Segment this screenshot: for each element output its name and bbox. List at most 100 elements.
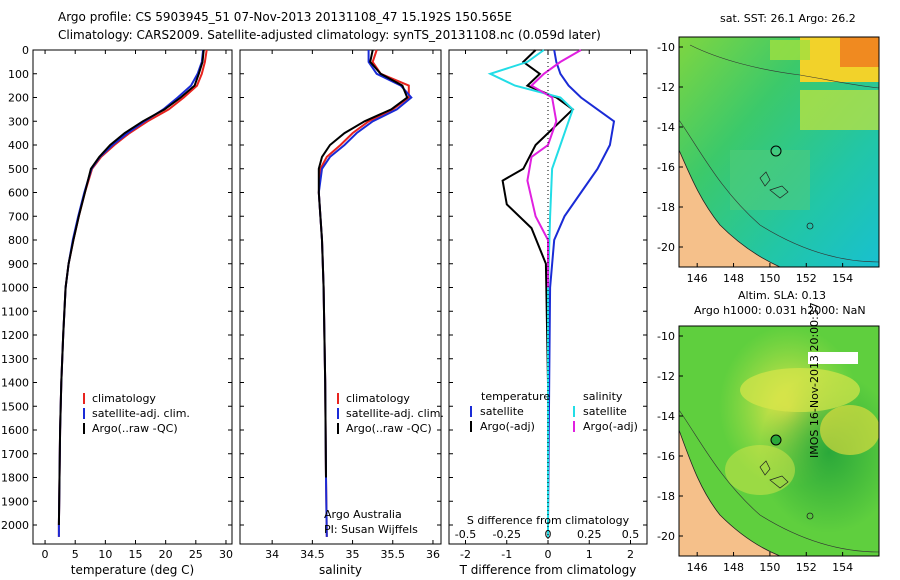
legend-entry: Argo(..raw -QC)	[346, 422, 432, 435]
legend-entry: satellite	[480, 405, 524, 418]
salinity-plot: 34 34.5 35 35.5 36 salinity climatology satelli…	[240, 49, 444, 577]
map-y-tick-label: -10	[657, 41, 675, 54]
y-tick-label: 1000	[1, 282, 29, 295]
series-line-t-satellite	[547, 49, 616, 526]
x-tick-label: 10	[98, 548, 112, 561]
series-line-s-argo-adj-	[526, 49, 582, 288]
sla-map-title-line1: Altim. SLA: 0.13	[738, 289, 827, 302]
map-x-tick-label: 154	[832, 561, 853, 574]
sst-map-title: sat. SST: 26.1 Argo: 26.2	[720, 12, 856, 25]
y-tick-label: 1100	[1, 305, 29, 318]
map-y-tick-label: -12	[657, 81, 675, 94]
legend-entry: satellite	[583, 405, 627, 418]
imos-timestamp: IMOS 16-Nov-2013 20:00:37	[808, 302, 821, 458]
x-tick-label: 25	[189, 548, 203, 561]
x-tick-label: 2	[627, 548, 634, 561]
y-tick-label: 700	[8, 210, 29, 223]
map-y-tick-label: -10	[657, 330, 675, 343]
map-y-tick-label: -20	[657, 530, 675, 543]
y-tick-label: 900	[8, 258, 29, 271]
x-tick-label: 15	[129, 548, 143, 561]
y-tick-label: 1400	[1, 377, 29, 390]
figure-title-line1: Argo profile: CS 5903945_51 07-Nov-2013 …	[58, 10, 512, 24]
x-tick-label-s: 0.25	[577, 528, 602, 541]
x-tick-label: 34	[265, 548, 279, 561]
legend-entry: satellite-adj. clim.	[346, 407, 444, 420]
x-axis-label-top: S difference from climatology	[467, 514, 630, 527]
y-tick-label: 0	[22, 44, 29, 57]
map-y-tick-label: -18	[657, 201, 675, 214]
y-tick-label: 100	[8, 68, 29, 81]
x-tick-label: -2	[460, 548, 471, 561]
legend-entry: satellite-adj. clim.	[92, 407, 190, 420]
annotation-text: Argo Australia	[324, 508, 402, 521]
map-axes: 146 148 150 152 154 -10 -12 -14 -16 -18 -20 146 148 1…	[657, 41, 853, 574]
legend-entry: climatology	[346, 392, 410, 405]
legend-entry: Argo(-adj)	[583, 420, 638, 433]
y-tick-label: 500	[8, 163, 29, 176]
x-tick-label: 35.5	[381, 548, 406, 561]
series-line-s-satellite	[487, 49, 574, 537]
map-x-tick-label: 154	[832, 272, 853, 285]
map-y-tick-label: -14	[657, 121, 675, 134]
map-x-tick-label: 152	[796, 272, 817, 285]
y-tick-label: 1200	[1, 329, 29, 342]
sst-profile-marker	[770, 145, 782, 157]
y-tick-label: 800	[8, 234, 29, 247]
x-tick-label-s: 0.5	[622, 528, 640, 541]
x-tick-label: 34.5	[300, 548, 325, 561]
map-x-tick-label: 146	[687, 272, 708, 285]
x-tick-label-s: -0.25	[493, 528, 521, 541]
annotation-text: PI: Susan Wijffels	[324, 523, 418, 536]
y-tick-label: 1700	[1, 448, 29, 461]
y-tick-label: 1900	[1, 495, 29, 508]
map-y-tick-label: -18	[657, 490, 675, 503]
y-tick-label: 200	[8, 92, 29, 105]
series-line-climatology	[57, 49, 208, 537]
y-tick-label: 2000	[1, 519, 29, 532]
sla-profile-marker	[770, 434, 782, 446]
x-axis-label: salinity	[319, 563, 362, 577]
x-tick-label: -1	[501, 548, 512, 561]
map-x-tick-label: 150	[759, 272, 780, 285]
map-y-tick-label: -20	[657, 241, 675, 254]
x-tick-label-s: 0	[545, 528, 552, 541]
map-x-tick-label: 148	[723, 561, 744, 574]
map-x-tick-label: 146	[687, 561, 708, 574]
legend-entry: Argo(-adj)	[480, 420, 535, 433]
x-axis-label: temperature (deg C)	[71, 563, 194, 577]
map-y-tick-label: -16	[657, 161, 675, 174]
sst-map	[678, 36, 880, 268]
x-tick-label-s: -0.5	[455, 528, 476, 541]
map-y-tick-label: -12	[657, 370, 675, 383]
x-axis-label: T difference from climatology	[459, 563, 637, 577]
legend-title-temperature: temperature	[481, 390, 550, 403]
legend-entry: Argo(..raw -QC)	[92, 422, 178, 435]
x-tick-label: 30	[219, 548, 233, 561]
series-line-satellite-adj-clim-	[57, 49, 205, 537]
series-line-t-argo-adj-	[501, 49, 575, 525]
x-tick-label: 36	[426, 548, 440, 561]
map-y-tick-label: -14	[657, 410, 675, 423]
y-tick-label: 400	[8, 139, 29, 152]
map-y-tick-label: -16	[657, 450, 675, 463]
x-tick-label: 1	[586, 548, 593, 561]
series-line-climatology	[317, 49, 410, 537]
y-tick-label: 1300	[1, 353, 29, 366]
x-tick-label: 5	[72, 548, 79, 561]
y-tick-label: 1500	[1, 400, 29, 413]
y-tick-label: 300	[8, 115, 29, 128]
figure-title-line2: Climatology: CARS2009. Satellite-adjuste…	[58, 28, 601, 42]
legend-title-salinity: salinity	[583, 390, 623, 403]
legend-entry: climatology	[92, 392, 156, 405]
x-tick-label: 20	[159, 548, 173, 561]
difference-plot: -2 -1 0 1 2 T difference from climatology temp…	[449, 49, 647, 577]
map-x-tick-label: 150	[759, 561, 780, 574]
sla-map-title-line2: Argo h1000: 0.031 h2000: NaN	[694, 304, 866, 317]
sla-map	[678, 325, 880, 557]
temperature-panel-frame	[32, 49, 233, 545]
salinity-panel-frame	[239, 49, 442, 545]
y-tick-label: 600	[8, 187, 29, 200]
x-tick-label: 35	[346, 548, 360, 561]
map-x-tick-label: 152	[796, 561, 817, 574]
